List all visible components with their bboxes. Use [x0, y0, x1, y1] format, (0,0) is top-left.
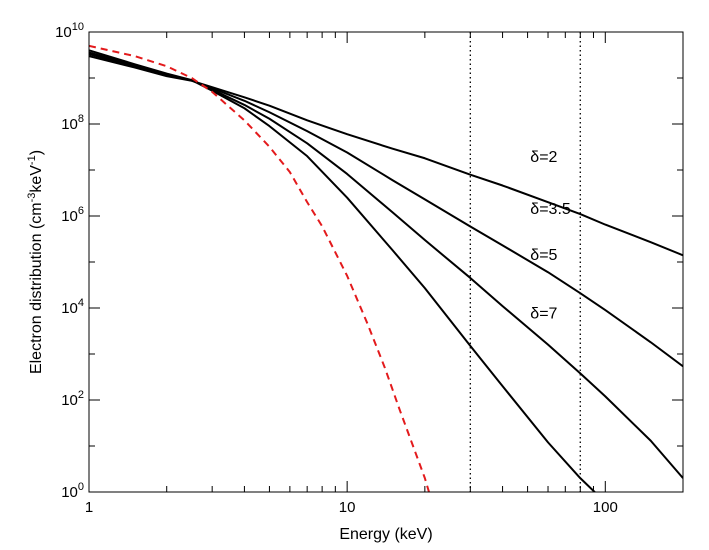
series-line-1 — [89, 55, 683, 257]
series-line-4 — [89, 49, 597, 492]
y-tick-label: 106 — [61, 205, 84, 225]
series-label-4: δ=7 — [530, 305, 557, 322]
series-group — [89, 44, 683, 492]
x-tick-label: 1 — [85, 499, 93, 516]
series-line-5 — [89, 44, 431, 492]
y-tick-label: 104 — [61, 297, 84, 317]
series-labels: δ=2 δ=3.5 δ=5 δ=7 — [530, 149, 571, 322]
y-tick-label: 1010 — [55, 21, 84, 41]
x-tick-label: 100 — [593, 499, 618, 516]
series-line-3 — [89, 51, 683, 479]
y-tick-label: 108 — [61, 113, 84, 133]
x-tick-label: 10 — [339, 499, 356, 516]
x-axis-label: Energy (keV) — [339, 526, 432, 543]
series-label-1: δ=2 — [530, 149, 557, 166]
series-label-3: δ=5 — [530, 247, 557, 264]
y-tick-label: 102 — [61, 389, 84, 409]
series-line-2 — [89, 53, 683, 368]
series-label-2: δ=3.5 — [530, 201, 571, 218]
y-axis-label: Electron distribution (cm-3keV-1) — [26, 150, 45, 374]
y-axis-label-main: Electron distribution (cm — [28, 202, 45, 374]
reference-lines — [469, 32, 581, 492]
y-axis-label-unit: keV — [28, 165, 45, 193]
y-tick-label: 100 — [61, 481, 84, 501]
plot-frame — [88, 31, 684, 493]
y-axis-label-sup1: -3 — [26, 193, 38, 203]
tick-labels: 1 10 100 100 102 104 106 108 1010 — [55, 21, 618, 516]
axis-ticks — [88, 31, 684, 493]
y-axis-label-close: ) — [28, 150, 45, 155]
y-axis-label-sup2: -1 — [26, 155, 38, 165]
